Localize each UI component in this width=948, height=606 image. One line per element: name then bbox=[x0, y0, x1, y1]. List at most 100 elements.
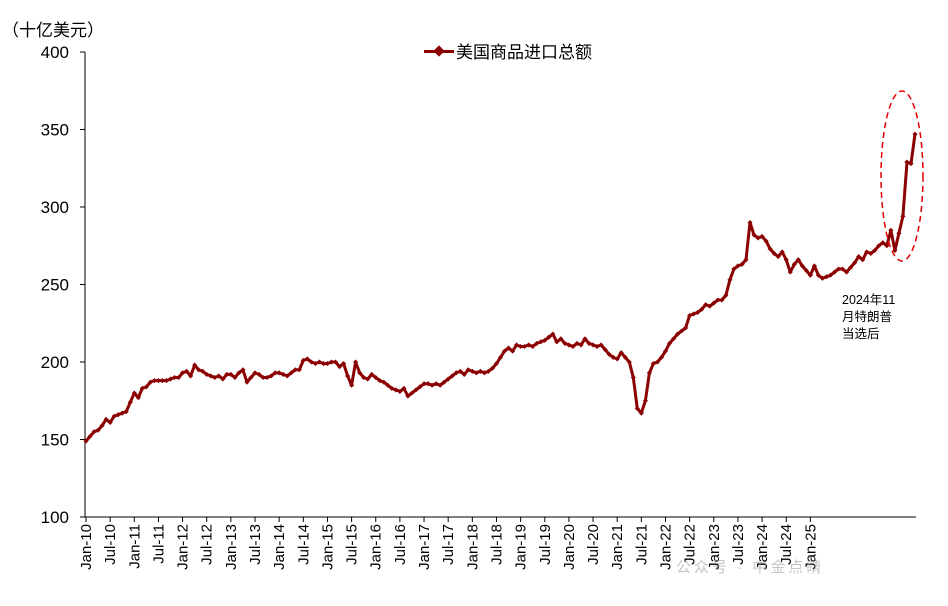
data-point bbox=[634, 405, 640, 412]
data-point bbox=[353, 359, 359, 365]
series-group bbox=[83, 131, 918, 444]
data-point bbox=[373, 374, 379, 381]
data-point bbox=[232, 374, 238, 381]
data-point bbox=[377, 378, 383, 384]
data-point bbox=[95, 427, 101, 433]
data-point bbox=[345, 373, 351, 379]
data-point bbox=[807, 272, 813, 278]
data-point bbox=[220, 376, 226, 382]
data-point bbox=[679, 328, 685, 334]
data-point bbox=[715, 297, 721, 303]
data-point bbox=[365, 376, 371, 382]
data-point bbox=[276, 370, 282, 376]
x-tick-label: Jan-11 bbox=[126, 524, 143, 569]
x-tick-label: Jul-17 bbox=[440, 524, 457, 565]
x-tick-label: Jan-16 bbox=[368, 524, 385, 570]
y-tick-label: 250 bbox=[41, 276, 69, 295]
data-point bbox=[638, 410, 644, 416]
data-point bbox=[381, 379, 387, 385]
data-point bbox=[280, 371, 286, 377]
data-point bbox=[163, 378, 170, 384]
x-tick-label: Jan-14 bbox=[271, 524, 288, 570]
data-point bbox=[204, 371, 210, 377]
data-point bbox=[405, 393, 411, 399]
data-point bbox=[868, 250, 874, 257]
y-tick-label: 200 bbox=[41, 353, 69, 372]
data-point bbox=[485, 368, 491, 374]
annotation-line-3: 当选后 bbox=[842, 327, 880, 341]
data-point bbox=[731, 266, 737, 272]
data-point bbox=[811, 263, 817, 269]
data-point bbox=[119, 410, 125, 416]
data-point bbox=[127, 399, 133, 405]
data-point bbox=[823, 274, 830, 280]
data-point bbox=[131, 390, 137, 396]
data-point bbox=[143, 384, 149, 390]
data-point bbox=[711, 300, 717, 306]
data-point bbox=[316, 359, 322, 365]
data-point bbox=[630, 374, 636, 381]
data-point bbox=[558, 336, 564, 342]
data-point bbox=[159, 378, 166, 384]
data-point bbox=[695, 309, 701, 315]
data-point bbox=[212, 374, 218, 381]
data-point bbox=[586, 340, 592, 346]
data-point bbox=[606, 351, 612, 357]
data-point bbox=[538, 339, 544, 345]
data-point bbox=[304, 356, 310, 362]
data-point bbox=[332, 359, 339, 365]
chart-axes bbox=[84, 52, 916, 518]
data-point bbox=[642, 398, 648, 404]
data-point bbox=[501, 348, 508, 354]
data-point bbox=[401, 385, 407, 391]
x-tick-label: Jan-12 bbox=[175, 524, 192, 570]
x-tick-label: Jan-25 bbox=[802, 524, 819, 570]
data-point bbox=[795, 257, 801, 263]
data-point bbox=[248, 374, 254, 381]
data-point bbox=[320, 361, 326, 367]
data-point bbox=[904, 159, 910, 165]
data-point bbox=[176, 374, 182, 381]
data-point bbox=[510, 348, 516, 354]
data-point bbox=[670, 336, 677, 342]
data-point bbox=[831, 269, 838, 275]
data-point bbox=[336, 364, 343, 370]
x-tick-label: Jul-18 bbox=[488, 524, 505, 565]
x-tick-label: Jul-19 bbox=[537, 524, 554, 565]
data-point bbox=[844, 269, 850, 275]
data-point bbox=[449, 373, 455, 379]
data-point bbox=[429, 382, 435, 388]
data-point bbox=[614, 356, 620, 362]
x-tick-label: Jan-23 bbox=[706, 524, 723, 570]
x-tick-label: Jan-13 bbox=[223, 524, 240, 570]
data-point bbox=[570, 343, 576, 350]
data-point bbox=[284, 373, 290, 379]
x-tick-label: Jan-20 bbox=[561, 524, 578, 570]
data-point bbox=[268, 373, 274, 379]
data-point bbox=[147, 379, 153, 385]
data-point bbox=[493, 361, 500, 367]
data-point bbox=[522, 343, 528, 350]
x-tick-label: Jan-19 bbox=[513, 524, 530, 570]
data-point bbox=[506, 345, 512, 351]
data-point bbox=[361, 374, 367, 381]
legend-label: 美国商品进口总额 bbox=[456, 43, 592, 62]
data-point bbox=[260, 374, 266, 381]
data-point bbox=[803, 268, 809, 274]
annotation-line-2: 月特朗普 bbox=[842, 310, 893, 324]
data-point bbox=[180, 370, 186, 376]
data-point bbox=[256, 371, 262, 377]
x-tick-label: Jul-12 bbox=[199, 524, 216, 565]
data-point bbox=[497, 354, 504, 360]
data-point bbox=[369, 371, 375, 377]
x-axis-ticks: Jan-10 Jul-10 Jan-11 Jul-11 Jan-12 Jul-12 Jan-… bbox=[78, 517, 819, 570]
y-axis-ticks: 100 150 200 250 300 350 400 bbox=[41, 43, 85, 527]
data-point bbox=[224, 371, 230, 377]
data-point bbox=[912, 131, 918, 137]
data-point bbox=[421, 381, 427, 387]
x-tick-label: Jan-24 bbox=[754, 524, 771, 570]
highlight-group bbox=[880, 90, 924, 262]
data-point bbox=[481, 370, 487, 376]
annotation-note: 2024年11 月特朗普 当选后 bbox=[842, 292, 912, 343]
data-point bbox=[473, 370, 479, 376]
